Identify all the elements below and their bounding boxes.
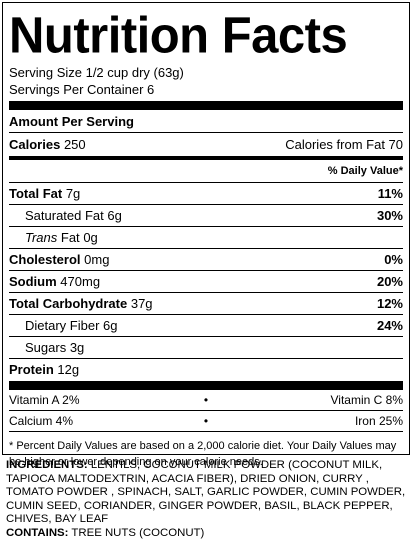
ingredients-statement: INGREDIENTS: LENTILS, COCONUT MILK POWDE… <box>6 459 410 527</box>
total-carbohydrate-amount: 37g <box>130 296 153 311</box>
vitamin-a: Vitamin A 2% <box>9 393 80 407</box>
divider <box>9 410 403 411</box>
saturated-fat-label: Saturated Fat <box>25 208 104 223</box>
daily-value-header-text: % Daily Value* <box>327 165 403 177</box>
divider <box>9 226 403 227</box>
divider <box>9 292 403 293</box>
trans-fat-row: Trans Fat 0g <box>9 227 403 248</box>
servings-per-container: Servings Per Container 6 <box>9 82 155 97</box>
calories-label: Calories <box>9 137 61 152</box>
vitamin-row-1: Vitamin A 2% • Vitamin C 8% <box>9 390 403 410</box>
total-fat-dv: 11% <box>377 186 403 201</box>
divider <box>9 132 403 133</box>
trans-fat-amount: 0g <box>83 230 98 245</box>
divider <box>9 248 403 249</box>
sodium-dv: 20% <box>376 274 403 289</box>
thick-divider <box>9 381 403 390</box>
sugars-amount: 3g <box>69 340 85 355</box>
amount-per-serving: Amount Per Serving <box>9 110 403 132</box>
ingredients-text: LENTILS, COCONUT MILK POWDER (COCONUT MI… <box>6 459 406 525</box>
divider <box>9 204 403 205</box>
calories-row: Calories 250 Calories from Fat 70 <box>9 133 403 156</box>
serving-size: Serving Size 1/2 cup dry (63g) <box>9 65 184 80</box>
sugars-row: Sugars 3g <box>9 337 403 358</box>
divider <box>9 314 403 315</box>
protein-label: Protein <box>9 362 54 377</box>
sodium-label: Sodium <box>9 274 57 289</box>
saturated-fat-amount: 6g <box>107 208 122 223</box>
vitamin-row-2: Calcium 4% • Iron 25% <box>9 411 403 431</box>
divider <box>9 182 403 183</box>
dietary-fiber-dv: 24% <box>376 318 403 333</box>
saturated-fat-dv: 30% <box>376 208 403 223</box>
sodium-amount: 470mg <box>60 274 101 289</box>
calcium: Calcium 4% <box>9 414 74 428</box>
divider <box>9 270 403 271</box>
dietary-fiber-label: Dietary Fiber <box>25 318 100 333</box>
trans-fat-label-suffix: Fat <box>60 230 80 245</box>
sodium-row: Sodium 470mg 20% <box>9 271 403 292</box>
protein-row: Protein 12g <box>9 359 403 380</box>
iron: Iron 25% <box>354 414 403 428</box>
total-carbohydrate-row: Total Carbohydrate 37g 12% <box>9 293 403 314</box>
label-title: Nutrition Facts <box>9 7 348 64</box>
total-fat-row: Total Fat 7g 11% <box>9 183 403 204</box>
dietary-fiber-amount: 6g <box>103 318 118 333</box>
contains-text: TREE NUTS (COCONUT) <box>71 526 205 539</box>
allergen-statement: CONTAINS: TREE NUTS (COCONUT) <box>6 527 410 541</box>
daily-value-footnote: * Percent Daily Values are based on a 2,… <box>9 440 397 468</box>
calories-from-fat: Calories from Fat 70 <box>285 137 403 152</box>
contains-label: CONTAINS: <box>6 526 69 539</box>
total-carbohydrate-label: Total Carbohydrate <box>9 296 128 311</box>
ingredients-label: INGREDIENTS: <box>6 459 88 471</box>
bullet-separator: • <box>203 393 209 407</box>
cholesterol-row: Cholesterol 0mg 0% <box>9 249 403 270</box>
vitamin-c: Vitamin C 8% <box>330 393 403 407</box>
total-fat-amount: 7g <box>65 186 81 201</box>
protein-amount: 12g <box>57 362 80 377</box>
trans-fat-label: Trans <box>25 230 58 245</box>
sugars-label: Sugars <box>25 340 67 355</box>
calories-value: 250 <box>63 137 86 152</box>
dietary-fiber-row: Dietary Fiber 6g 24% <box>9 315 403 336</box>
cholesterol-amount: 0mg <box>84 252 110 267</box>
thick-divider <box>9 101 403 110</box>
total-carbohydrate-dv: 12% <box>376 296 403 311</box>
divider <box>9 431 403 432</box>
daily-value-header: % Daily Value* <box>9 160 403 182</box>
total-fat-label: Total Fat <box>9 186 63 201</box>
cholesterol-label: Cholesterol <box>9 252 81 267</box>
amount-per-serving-label: Amount Per Serving <box>9 113 134 129</box>
divider <box>9 358 403 359</box>
cholesterol-dv: 0% <box>384 252 403 267</box>
medium-divider <box>9 156 403 160</box>
divider <box>9 336 403 337</box>
bullet-separator: • <box>203 414 209 428</box>
nutrition-facts-panel: Nutrition Facts Serving Size 1/2 cup dry… <box>2 2 410 468</box>
saturated-fat-row: Saturated Fat 6g 30% <box>9 205 403 226</box>
ingredients-block: INGREDIENTS: LENTILS, COCONUT MILK POWDE… <box>6 459 410 540</box>
